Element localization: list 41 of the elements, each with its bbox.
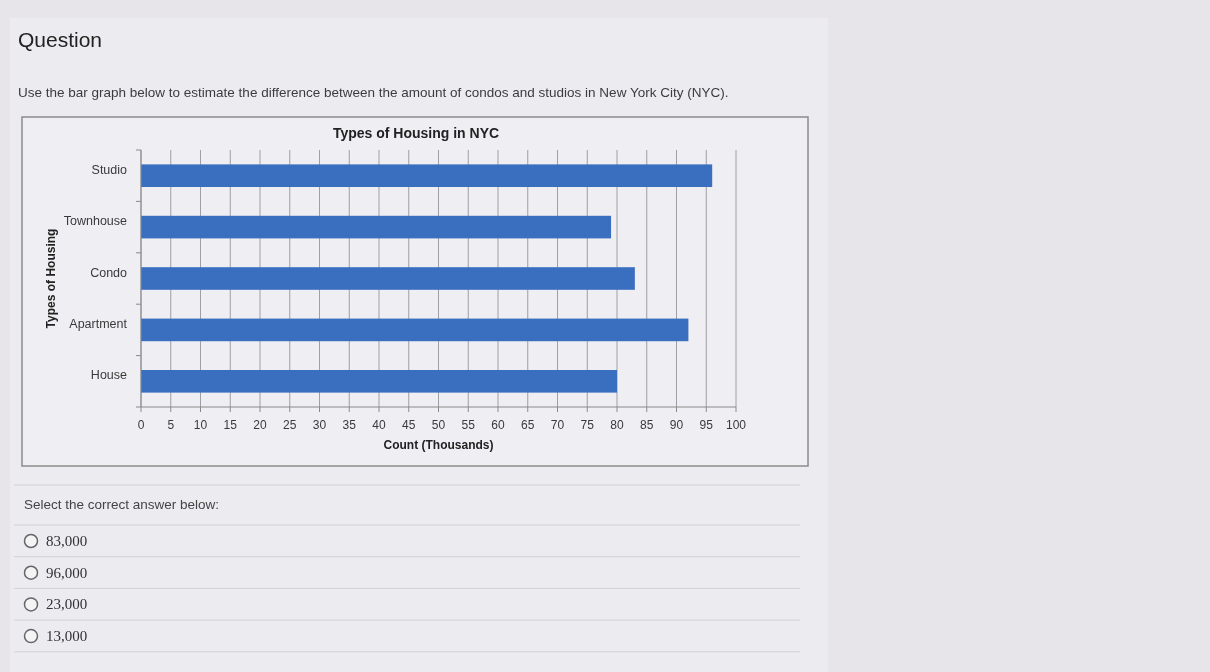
x-tick-label: 65 bbox=[521, 418, 535, 432]
x-tick-label: 80 bbox=[610, 418, 624, 432]
x-tick-label: 10 bbox=[193, 418, 208, 432]
x-tick-label: 85 bbox=[640, 418, 654, 432]
bar bbox=[141, 369, 617, 393]
x-tick-label: 30 bbox=[312, 418, 327, 432]
text: 83,000 bbox=[46, 533, 88, 549]
x-tick-label: 50 bbox=[431, 418, 446, 432]
x-tick-label: 25 bbox=[283, 418, 297, 432]
y-tick-label: Apartment bbox=[69, 317, 128, 332]
text: Select the correct answer below: bbox=[24, 497, 220, 512]
x-tick-label: 100 bbox=[725, 418, 747, 432]
y-tick-label: Studio bbox=[91, 163, 128, 177]
x-tick-label: 70 bbox=[550, 418, 565, 432]
text: Use the bar graph below to estimate the difference between the amount of condos and studios in New York City (NYC). bbox=[18, 85, 729, 100]
bar bbox=[141, 318, 689, 342]
bar bbox=[141, 164, 713, 188]
bar bbox=[141, 267, 635, 290]
x-tick-label: 5 bbox=[167, 418, 175, 432]
x-tick-label: 20 bbox=[253, 418, 267, 432]
chart-title: Types of Housing in NYC bbox=[332, 125, 500, 141]
x-tick-label: 35 bbox=[342, 418, 357, 432]
x-tick-label: 55 bbox=[461, 418, 476, 432]
text: Question bbox=[18, 28, 103, 51]
y-tick-label: Townhouse bbox=[63, 214, 128, 229]
x-tick-label: 40 bbox=[372, 418, 386, 432]
x-tick-label: 45 bbox=[402, 418, 416, 432]
x-tick-label: 0 bbox=[137, 418, 145, 432]
text: 23,000 bbox=[46, 596, 88, 613]
y-axis-title: Types of Housing bbox=[44, 228, 59, 329]
text: 13,000 bbox=[46, 628, 88, 645]
text: 96,000 bbox=[46, 564, 88, 581]
x-tick-label: 15 bbox=[223, 418, 238, 432]
x-axis-title: Count (Thousands) bbox=[383, 438, 494, 452]
y-tick-label: House bbox=[90, 368, 128, 383]
x-tick-label: 75 bbox=[580, 418, 595, 432]
x-tick-label: 60 bbox=[491, 418, 505, 432]
bar bbox=[141, 215, 612, 239]
x-tick-label: 95 bbox=[699, 418, 714, 432]
x-tick-label: 90 bbox=[669, 418, 684, 432]
y-tick-label: Condo bbox=[90, 265, 128, 280]
